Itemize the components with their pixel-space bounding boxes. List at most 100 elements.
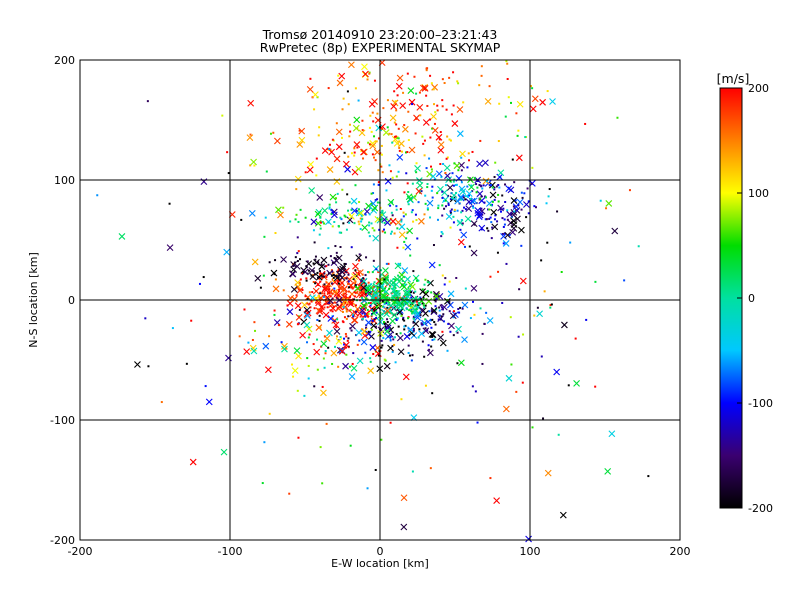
data-point-dot [460,211,463,214]
data-point-dot [337,296,340,299]
data-point-x [502,405,510,413]
data-point-dot [433,292,436,295]
data-point-dot [585,318,588,321]
data-point-dot [432,244,435,247]
data-point-dot [382,305,385,308]
data-point-dot [372,353,375,356]
data-point-dot [348,135,351,138]
data-point-x [377,329,384,337]
colorbar: [m/s] 200 100 0 -100 -200 [717,71,773,515]
data-point-dot [402,246,405,249]
data-point-dot [345,228,348,231]
data-point-dot [411,302,414,305]
data-point-dot [599,199,602,202]
data-point-x [396,334,404,342]
data-point-dot [516,134,519,137]
data-point-dot [382,321,385,324]
data-point-dot [307,336,310,339]
data-point-dot [321,275,324,278]
data-point-dot [344,215,347,218]
data-point-dot [444,199,447,202]
data-point-dot [344,332,347,335]
data-point-dot [356,343,359,346]
data-point-x [294,302,302,310]
data-point-x [437,141,445,149]
data-point-x [437,315,445,323]
x-tick-label: -200 [68,545,93,558]
x-tick-label: 0 [377,545,384,558]
data-point-dot [504,115,507,118]
data-point-x [408,98,416,106]
data-point-dot [441,306,444,309]
data-point-x [326,297,334,305]
data-point-dot [460,156,463,159]
data-point-dot [485,218,488,221]
data-point-x [353,116,361,124]
data-point-x [220,448,228,456]
data-point-dot [491,186,494,189]
data-point-dot [472,205,475,208]
data-point-dot [380,269,383,272]
data-point-dot [295,213,298,216]
data-point-dot [503,218,506,221]
data-point-dot [297,436,300,439]
data-point-dot [330,212,333,215]
data-point-dot [473,177,476,180]
data-point-x [465,190,473,198]
data-point-x [264,366,272,374]
data-point-dot [342,292,345,295]
data-point-dot [417,336,420,339]
data-point-x [316,194,324,201]
data-point-x [516,100,524,108]
data-point-dot [400,220,403,223]
data-point-dot [428,348,431,351]
data-point-x [189,458,197,466]
data-point-dot [343,151,346,154]
data-point-x [315,208,323,216]
data-point-dot [347,103,350,106]
data-point-x [360,148,367,156]
data-point-dot [493,218,496,221]
data-point-dot [291,363,294,366]
data-point-x [262,342,270,350]
data-point-dot [481,187,484,190]
data-point-dot [372,259,375,262]
data-point-dot [393,343,396,346]
data-point-x [531,95,539,103]
data-point-dot [410,308,413,311]
data-point-dot [395,332,398,335]
data-point-dot [296,252,299,255]
data-point-x [449,312,457,320]
data-point-dot [368,72,371,75]
data-point-dot [368,221,371,224]
data-point-dot [332,210,335,213]
data-point-x [336,346,344,354]
data-point-x [251,258,259,266]
data-point-dot [404,283,407,286]
data-point-x [430,307,438,314]
data-point-dot [345,310,348,313]
data-point-x [414,164,421,172]
data-point-dot [473,313,476,316]
data-point-dot [441,78,444,81]
data-point-x [536,310,544,318]
data-point-dot [377,137,380,140]
data-point-dot [531,426,534,429]
data-point-dot [449,139,452,142]
grid-lines [80,60,680,540]
data-point-x [358,129,366,137]
data-point-dot [410,291,413,294]
data-point-dot [405,237,408,240]
data-point-dot [386,306,389,309]
data-point-x [306,85,314,93]
data-point-dot [545,202,548,205]
data-point-dot [415,162,418,165]
data-point-dot [369,207,372,210]
data-point-dot [354,269,357,272]
data-point-dot [423,213,426,216]
data-point-dot [455,183,458,186]
data-point-x [361,63,368,71]
data-point-dot [402,211,405,214]
data-point-x [573,379,580,387]
data-point-dot [370,192,373,195]
